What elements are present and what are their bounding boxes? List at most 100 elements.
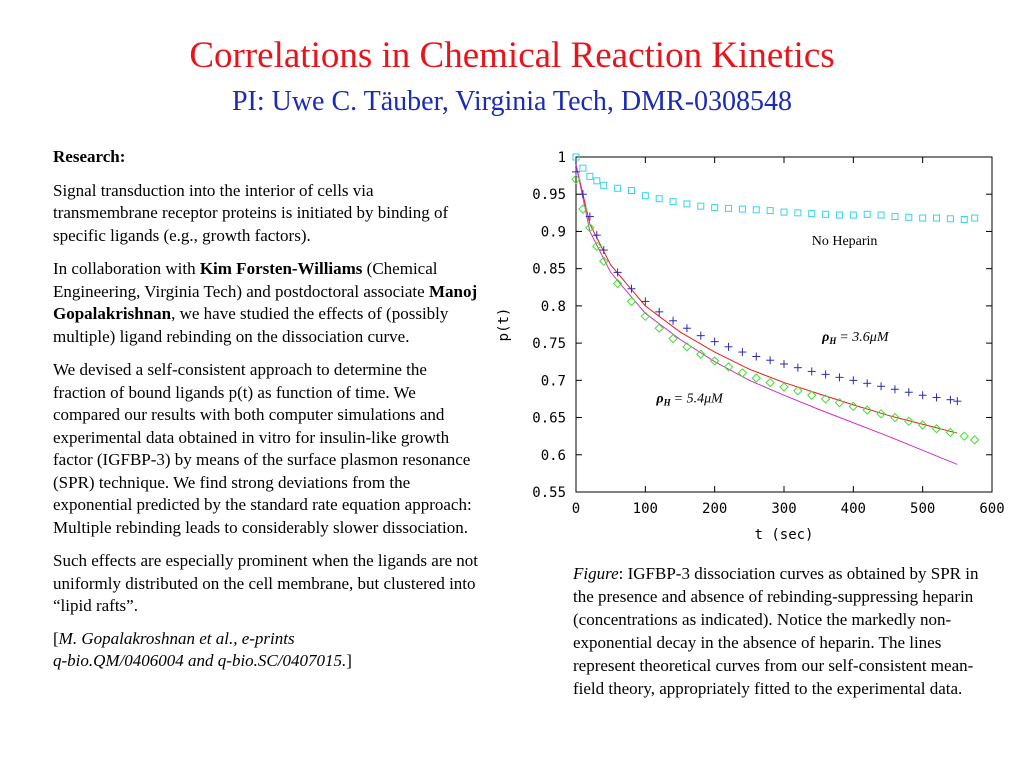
- p2-text-e: , we have studied the effects of (possib…: [53, 304, 449, 346]
- rho1-value: = 3.6μM: [839, 330, 889, 345]
- slide-subtitle: PI: Uwe C. Täuber, Virginia Tech, DMR-03…: [231, 86, 793, 117]
- paragraph-3: We devised a self-consistent approach to…: [53, 360, 472, 537]
- data-point-square: [711, 204, 719, 212]
- paragraph-4: Such effects are especially prominent wh…: [53, 551, 479, 615]
- x-tick-label: 100: [633, 501, 658, 517]
- data-point-square: [905, 213, 913, 221]
- data-point-square: [822, 210, 830, 218]
- data-point-diamond: [668, 333, 678, 344]
- caption-label: Figure: [573, 564, 619, 583]
- data-point-plus: [953, 397, 962, 406]
- data-point-diamond: [959, 431, 969, 441]
- plot-frame: [575, 156, 993, 493]
- data-point-diamond: [931, 424, 942, 434]
- ref-open: [: [53, 628, 59, 648]
- data-point-diamond: [592, 241, 602, 252]
- data-point-diamond: [571, 174, 581, 185]
- rho2-symbol: ρ: [655, 392, 663, 407]
- data-point-square: [919, 214, 927, 222]
- data-point-diamond: [723, 362, 734, 372]
- x-tick-label: 200: [702, 501, 727, 517]
- y-tick-label: 0.6: [541, 448, 566, 464]
- data-point-square: [655, 195, 663, 203]
- data-point-diamond: [848, 401, 859, 412]
- data-point-plus: [752, 352, 761, 361]
- data-point-plus: [766, 356, 775, 365]
- data-point-square: [627, 187, 635, 194]
- data-point-diamond: [682, 342, 692, 352]
- data-point-plus: [793, 363, 802, 372]
- data-point-plus: [592, 231, 601, 240]
- data-point-square: [725, 204, 733, 212]
- ref-line-2: q-bio.QM/0406004 and q-bio.SC/0407015.: [53, 651, 347, 670]
- ref-close: ]: [346, 651, 352, 670]
- figure-caption: Figure: IGFBP-3 dissociation curves as o…: [573, 562, 998, 700]
- data-point-diamond: [654, 323, 664, 333]
- x-axis-label: t (sec): [754, 527, 813, 543]
- x-tick-label: 0: [572, 501, 580, 517]
- data-point-plus: [821, 370, 830, 379]
- data-point-plus: [807, 367, 816, 376]
- y-tick-label: 0.95: [532, 187, 566, 203]
- y-tick-label: 1: [558, 150, 566, 166]
- data-point-diamond: [820, 394, 831, 404]
- data-point-diamond: [737, 368, 748, 378]
- data-point-diamond: [751, 373, 761, 383]
- data-point-square: [891, 213, 899, 221]
- y-tick-label: 0.9: [541, 224, 566, 240]
- data-point-plus: [932, 393, 941, 402]
- paragraph-2: In collaboration with Kim Forsten-Willia…: [53, 258, 481, 348]
- data-point-diamond: [917, 420, 928, 430]
- y-tick-label: 0.65: [532, 411, 566, 427]
- rho1-symbol: ρ: [821, 330, 829, 345]
- data-point-diamond: [890, 412, 900, 423]
- fit-line: [575, 164, 958, 465]
- data-point-square: [946, 215, 954, 223]
- data-point-diamond: [834, 397, 845, 408]
- data-point-diamond: [765, 377, 775, 388]
- data-point-plus: [585, 212, 594, 221]
- data-point-plus: [627, 284, 636, 293]
- dissociation-chart: 0 100 200 300 400 500 600 0.55 0.6 0.65 0.7 0.75 0.8…: [496, 150, 1005, 543]
- y-tick-label: 0.85: [532, 262, 566, 278]
- rho2-value: = 5.4μM: [674, 392, 724, 407]
- annotation-rho-2: ρH = 5.4μM: [655, 392, 724, 408]
- data-point-square: [600, 181, 608, 189]
- data-point-square: [794, 209, 802, 217]
- p2-text-a: In collaboration with: [53, 259, 200, 278]
- paragraph-1: Signal transduction into the interior of…: [53, 180, 449, 245]
- data-point-square: [572, 153, 580, 161]
- data-point-square: [933, 214, 941, 222]
- data-point-plus: [710, 337, 719, 346]
- data-point-plus: [738, 348, 747, 357]
- postdoc-name: Manoj Gopalakrishnan: [53, 281, 478, 324]
- annotation-no-heparin: No Heparin: [812, 234, 878, 249]
- data-point-diamond: [876, 409, 886, 419]
- annotation-rho-1: ρH = 3.6μM: [821, 330, 890, 346]
- rho2-sub: H: [663, 398, 672, 408]
- data-point-plus: [682, 324, 691, 333]
- data-point-diamond: [969, 435, 980, 445]
- data-point-plus: [599, 246, 608, 255]
- x-tick-label: 300: [771, 501, 796, 517]
- data-points: [571, 153, 980, 445]
- data-point-plus: [669, 316, 678, 325]
- data-point-plus: [613, 268, 622, 277]
- data-point-plus: [863, 379, 872, 388]
- data-point-plus: [641, 297, 650, 306]
- data-point-square: [614, 184, 622, 192]
- data-point-diamond: [578, 204, 588, 214]
- ref-line-1: M. Gopalakroshnan et al., e-prints: [58, 628, 295, 648]
- data-point-diamond: [626, 296, 637, 307]
- data-point-square: [863, 210, 871, 218]
- x-tick-label: 500: [910, 501, 935, 517]
- data-point-diamond: [904, 416, 914, 426]
- data-point-square: [808, 210, 816, 218]
- data-point-square: [849, 211, 857, 219]
- data-point-plus: [946, 395, 955, 404]
- data-point-diamond: [599, 256, 609, 266]
- data-point-plus: [918, 391, 927, 400]
- data-point-diamond: [696, 349, 706, 359]
- y-tick-label: 0.8: [541, 299, 566, 315]
- data-point-square: [971, 214, 979, 222]
